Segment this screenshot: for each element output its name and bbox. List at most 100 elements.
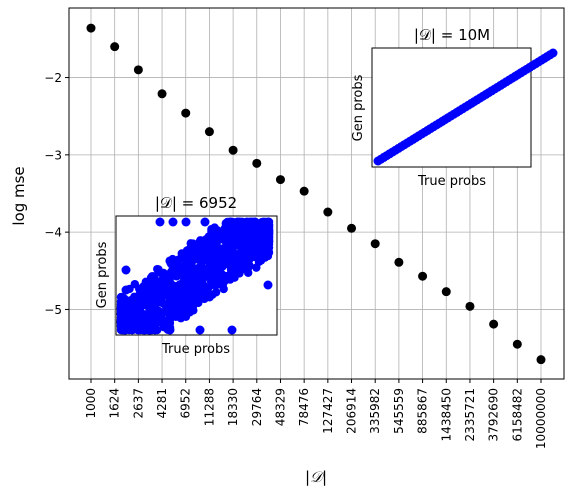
inset-small-points bbox=[116, 217, 274, 335]
inset-large-xlabel: True probs bbox=[417, 174, 486, 189]
inset-small-point bbox=[243, 217, 253, 227]
data-point bbox=[204, 127, 214, 137]
inset-large-ylabel: Gen probs bbox=[351, 74, 366, 141]
inset-small-point bbox=[193, 283, 202, 292]
x-tick-label: 545559 bbox=[392, 388, 406, 434]
inset-small-point bbox=[263, 280, 273, 290]
x-tick-label: 335982 bbox=[368, 388, 382, 434]
x-tick-label: 3792690 bbox=[487, 388, 501, 441]
data-point bbox=[512, 339, 522, 349]
x-tick-label: 18330 bbox=[226, 388, 240, 426]
inset-small-point bbox=[227, 325, 237, 335]
x-tick-label: 1000 bbox=[84, 388, 98, 419]
y-tick-label: −3 bbox=[44, 148, 62, 162]
inset-small-point bbox=[165, 325, 175, 335]
inset-small-point bbox=[121, 285, 131, 295]
data-point bbox=[228, 145, 238, 155]
data-point bbox=[441, 287, 451, 297]
data-point bbox=[394, 257, 404, 267]
x-tick-label: 1624 bbox=[108, 388, 122, 419]
x-tick-label: 6158482 bbox=[510, 388, 524, 441]
inset-large-title: |𝒟| = 10M bbox=[414, 26, 490, 44]
inset-small-point bbox=[217, 244, 227, 253]
inset-small-point bbox=[145, 325, 155, 335]
inset-small-point bbox=[200, 287, 210, 296]
x-tick-label: 78476 bbox=[297, 388, 311, 426]
inset-small-point bbox=[196, 269, 206, 278]
x-tick-label: 6952 bbox=[179, 388, 193, 419]
data-points bbox=[86, 23, 546, 365]
inset-small-point bbox=[180, 266, 189, 276]
data-point bbox=[489, 319, 499, 329]
inset-small-point bbox=[154, 317, 164, 326]
inset-small-point bbox=[153, 325, 162, 335]
inset-small-point bbox=[225, 217, 235, 227]
y-tick-label: −4 bbox=[44, 226, 62, 240]
inset-small-point bbox=[174, 306, 183, 315]
inset-small-point bbox=[261, 226, 270, 236]
data-point bbox=[465, 301, 475, 311]
inset-small-point bbox=[201, 246, 210, 256]
inset-small-point bbox=[252, 263, 261, 272]
inset-small-point bbox=[220, 234, 230, 243]
inset-small-point bbox=[144, 296, 154, 305]
inset-small-point bbox=[176, 298, 185, 307]
inset-small-title: |𝒟| = 6952 bbox=[155, 194, 237, 212]
data-point bbox=[110, 42, 120, 52]
inset-small-point bbox=[150, 286, 159, 295]
inset-small-dataset: |𝒟| = 6952 True probs Gen probs bbox=[95, 194, 278, 357]
inset-small-point bbox=[247, 229, 256, 239]
inset-small-point bbox=[134, 300, 144, 309]
inset-small-xlabel: True probs bbox=[161, 342, 230, 357]
inset-small-point bbox=[235, 217, 245, 227]
inset-small-point bbox=[137, 311, 146, 321]
inset-small-point bbox=[178, 286, 188, 295]
inset-small-point bbox=[166, 304, 175, 314]
data-point bbox=[275, 175, 285, 185]
inset-small-point bbox=[117, 306, 126, 316]
data-point bbox=[370, 239, 380, 249]
inset-small-point bbox=[190, 298, 199, 308]
inset-small-point bbox=[168, 217, 178, 227]
inset-small-point bbox=[181, 217, 191, 227]
inset-small-point bbox=[130, 307, 139, 317]
x-axis-label: |𝒟| bbox=[305, 468, 327, 486]
inset-small-point bbox=[121, 265, 131, 275]
inset-small-point bbox=[213, 226, 223, 235]
x-tick-label: 10000000 bbox=[534, 388, 548, 449]
inset-small-point bbox=[244, 253, 253, 262]
inset-small-point bbox=[155, 217, 165, 227]
inset-small-point bbox=[250, 217, 260, 227]
inset-small-point bbox=[182, 253, 191, 262]
inset-large-point bbox=[548, 48, 558, 58]
inset-small-point bbox=[217, 270, 227, 279]
inset-small-point bbox=[157, 309, 167, 319]
inset-small-point bbox=[264, 248, 274, 257]
inset-small-point bbox=[211, 254, 220, 263]
inset-small-point bbox=[141, 277, 150, 287]
x-tick-label: 4281 bbox=[155, 388, 169, 419]
x-tick-label: 2335721 bbox=[463, 388, 477, 441]
inset-small-point bbox=[263, 217, 273, 227]
plot-frame bbox=[68, 7, 565, 380]
inset-small-point bbox=[220, 277, 229, 286]
inset-small-point bbox=[185, 308, 194, 317]
data-point bbox=[299, 186, 309, 196]
inset-small-point bbox=[264, 236, 274, 246]
inset-small-point bbox=[244, 241, 253, 251]
inset-small-point bbox=[236, 239, 245, 249]
inset-small-point bbox=[120, 325, 130, 335]
x-tick-label: 206914 bbox=[345, 388, 359, 434]
inset-large-points bbox=[373, 48, 558, 166]
inset-small-point bbox=[207, 243, 217, 253]
inset-small-point bbox=[227, 257, 237, 266]
y-tick-label: −2 bbox=[44, 71, 62, 85]
inset-small-point bbox=[186, 239, 195, 248]
inset-small-point bbox=[204, 232, 213, 241]
inset-large-dataset: |𝒟| = 10M True probs Gen probs bbox=[351, 26, 558, 189]
inset-small-point bbox=[186, 278, 196, 287]
inset-small-point bbox=[122, 313, 132, 323]
inset-small-point bbox=[224, 244, 233, 254]
inset-small-point bbox=[200, 217, 210, 227]
